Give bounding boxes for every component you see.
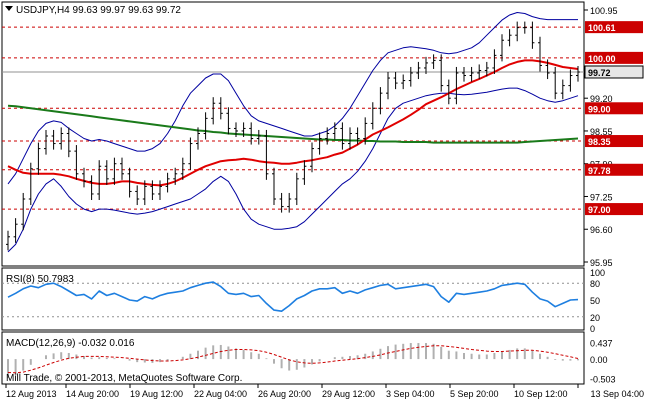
ma-red-line	[7, 59, 579, 187]
x-tick-label: 3 Sep 04:00	[386, 389, 435, 399]
macd-tick-label: -0.503	[590, 374, 616, 384]
rsi-panel-title: RSI(8) 50.7983	[6, 274, 74, 285]
level-label-box	[585, 203, 643, 216]
level-label-box	[585, 102, 643, 115]
level-label-box	[585, 21, 643, 34]
level-label-box	[585, 135, 643, 148]
x-tick-label: 29 Aug 12:00	[322, 389, 375, 399]
macd-tick-label: 0.437	[590, 338, 613, 348]
level-label: 100.00	[588, 54, 616, 64]
rsi-series	[2, 281, 584, 318]
level-label-box	[585, 51, 643, 64]
level-label: 99.00	[588, 104, 611, 114]
x-tick-label: 12 Aug 2013	[6, 389, 57, 399]
rsi-tick-label: 100	[590, 268, 605, 278]
x-tick-label: 10 Sep 12:00	[514, 389, 568, 399]
price-panel-frame	[1, 1, 585, 267]
macd-panel-title: MACD(12,26,9) -0.032 0.016	[6, 338, 135, 349]
macd-axis: 0.437 0.00 -0.503	[590, 338, 616, 384]
y-tick-label: 98.55	[590, 127, 613, 137]
rsi-tick-label: 0	[590, 324, 595, 334]
rsi-panel-frame	[1, 267, 585, 331]
collapse-arrow-icon[interactable]	[5, 6, 13, 11]
x-tick-label: 13 Sep 04:00	[590, 389, 644, 399]
rsi-tick-label: 20	[590, 313, 600, 323]
rsi-tick-label: 80	[590, 279, 600, 289]
copyright-text: Mill Trade, © 2001-2013, MetaQuotes Soft…	[6, 373, 242, 384]
current-price-label: 99.72	[588, 68, 611, 78]
y-tick-label: 95.95	[590, 258, 613, 268]
bollinger-upper-line	[7, 12, 578, 185]
bollinger-lower-line	[7, 87, 579, 253]
price-panel: USDJPY,H4 99.63 99.97 99.63 99.72 100.95…	[1, 1, 644, 268]
rsi-line	[7, 281, 579, 313]
x-tick-label: 22 Aug 04:00	[194, 389, 247, 399]
x-tick-label: 19 Aug 12:00	[130, 389, 183, 399]
y-tick-label: 99.20	[590, 94, 613, 104]
price-panel-title: USDJPY,H4 99.63 99.97 99.63 99.72	[16, 5, 181, 16]
rsi-tick-label: 50	[590, 296, 600, 306]
level-label: 97.78	[588, 166, 611, 176]
price-axis: 100.9599.2098.5597.9097.2596.6095.95100.…	[584, 6, 644, 268]
x-tick-label: 5 Sep 20:00	[450, 389, 499, 399]
y-tick-label: 100.95	[590, 6, 618, 16]
macd-tick-label: 0.00	[590, 355, 608, 365]
ma-green-line	[7, 104, 579, 144]
price-series	[6, 12, 580, 253]
macd-series	[7, 343, 579, 379]
level-label: 98.35	[588, 137, 611, 147]
macd-panel: MACD(12,26,9) -0.032 0.016 0.437 0.00 -0.5…	[1, 331, 616, 385]
macd-signal-line	[7, 345, 579, 374]
level-label-box	[585, 163, 643, 176]
y-tick-label: 97.25	[590, 192, 613, 202]
level-label: 100.61	[588, 23, 616, 33]
x-tick-label: 14 Aug 20:00	[66, 389, 119, 399]
level-label: 97.00	[588, 205, 611, 215]
y-tick-label: 96.60	[590, 225, 613, 235]
time-axis: 12 Aug 2013 14 Aug 20:00 19 Aug 12:00 22 Au…	[5, 384, 644, 399]
current-price-box	[584, 65, 644, 79]
x-tick-label: 26 Aug 20:00	[258, 389, 311, 399]
